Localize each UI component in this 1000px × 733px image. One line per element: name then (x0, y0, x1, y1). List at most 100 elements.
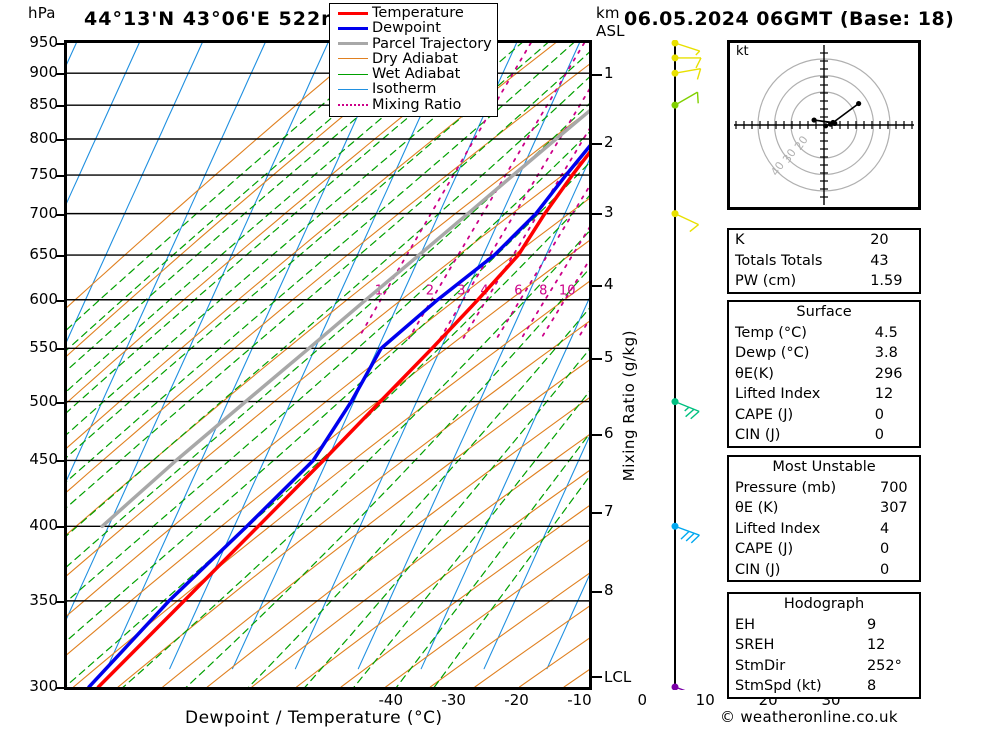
row-value: 9 (866, 616, 877, 633)
legend-swatch (334, 37, 368, 52)
svg-text:3: 3 (457, 284, 465, 299)
row-label: CAPE (J) (735, 541, 794, 557)
row-value: 0 (879, 541, 890, 557)
svg-text:20: 20 (792, 134, 811, 153)
pressure-tick-mark (56, 460, 64, 463)
height-tick-mark (592, 511, 602, 514)
wind-barb (671, 39, 701, 56)
wind-barb (671, 210, 699, 233)
legend-swatch (334, 52, 368, 67)
pressure-tick-mark (56, 175, 64, 178)
pressure-tick-mark (56, 213, 64, 216)
hodograph-unit-label: kt (736, 44, 749, 59)
legend-label: Isotherm (372, 81, 437, 98)
row-label: EH (735, 616, 756, 633)
legend-item: Mixing Ratio (334, 96, 492, 113)
table-row: θE(K) 296 (729, 364, 919, 385)
table-row: CIN (J) 0 (729, 425, 919, 446)
height-tick-mark (592, 73, 602, 76)
legend-label: Mixing Ratio (372, 96, 462, 113)
table-row: Temp (°C) 4.5 (729, 323, 919, 344)
skewt-plot[interactable]: 12346810152025 (64, 40, 592, 690)
pressure-tick-label: 900 (29, 63, 58, 82)
svg-text:6: 6 (514, 284, 522, 299)
pressure-tick-label: 550 (29, 338, 58, 357)
legend-swatch (334, 21, 368, 36)
temperature-tick-label: 0 (637, 691, 648, 709)
copyright-label: © weatheronline.co.uk (720, 708, 898, 726)
table-row: θE (K) 307 (729, 498, 919, 519)
row-label: θE(K) (735, 365, 774, 382)
pressure-tick-mark (56, 255, 64, 258)
table-row: StmSpd (kt) 8 (729, 676, 919, 697)
temperature-tick-label: -20 (504, 691, 529, 709)
height-tick-mark (592, 358, 602, 361)
row-value: 307 (879, 500, 908, 516)
legend-label: Temperature (372, 5, 464, 21)
pressure-tick-mark (56, 687, 64, 689)
pressure-tick-mark (56, 348, 64, 351)
height-tick-label: 3 (604, 202, 614, 221)
pressure-tick-mark (56, 299, 64, 302)
most-unstable-table: Most Unstable Pressure (mb) 700 θE (K) 307 L… (727, 455, 921, 582)
row-label: PW (cm) (735, 273, 797, 289)
legend-item: Wet Adiabat (334, 66, 492, 83)
wind-barb (671, 91, 699, 109)
svg-text:10: 10 (559, 284, 576, 299)
temperature-tick-label: -30 (441, 691, 466, 709)
mixing-ratio-axis-label: Mixing Ratio (g/kg) (620, 330, 638, 482)
height-tick-label: 5 (604, 348, 614, 367)
pressure-tick-mark (56, 526, 64, 529)
indices-table: K 20 Totals Totals 43 PW (cm) 1.59 (727, 228, 921, 294)
temperature-tick-label: -40 (378, 691, 404, 709)
pressure-tick-label: 950 (29, 33, 58, 51)
pressure-tick-mark (56, 401, 64, 404)
table-row: CAPE (J) 0 (729, 539, 919, 560)
height-tick-label: 1 (604, 63, 614, 82)
lcl-tick-mark (592, 676, 602, 678)
height-tick-mark (592, 142, 602, 145)
table-row: Dewp (°C) 3.8 (729, 343, 919, 364)
table-row: Lifted Index 4 (729, 519, 919, 540)
legend-label: Dewpoint (372, 20, 441, 37)
row-value: 43 (870, 252, 889, 269)
temperature-tick-label: -10 (567, 691, 592, 709)
temperature-tick-label: 10 (695, 691, 715, 709)
row-value: 0 (879, 561, 890, 578)
row-label: StmDir (735, 657, 786, 674)
wind-barb (671, 683, 700, 705)
row-label: Pressure (mb) (735, 479, 837, 496)
legend-swatch (334, 6, 368, 21)
row-label: θE (K) (735, 500, 779, 516)
legend: Temperature Dewpoint Parcel Trajectory Dry … (329, 3, 498, 118)
wind-barb (671, 398, 700, 420)
hodograph-panel[interactable]: 20 30 40 (727, 40, 921, 210)
row-value: 700 (879, 479, 908, 496)
pressure-tick-mark (56, 73, 64, 76)
legend-swatch (334, 67, 368, 82)
pressure-tick-mark (56, 600, 64, 603)
row-label: Totals Totals (735, 252, 823, 269)
legend-item: Isotherm (334, 82, 492, 97)
row-value: 296 (874, 365, 903, 382)
row-label: StmSpd (kt) (735, 678, 822, 694)
page-title: 44°13'N 43°06'E 522m ASL (84, 8, 394, 30)
legend-item: Temperature (334, 5, 492, 21)
height-tick-label: 8 (604, 581, 614, 600)
wind-barb-column (640, 39, 720, 705)
forecast-datetime: 06.05.2024 06GMT (Base: 18) (624, 8, 955, 30)
pressure-tick-label: 850 (29, 95, 58, 114)
wind-barb (671, 522, 700, 544)
row-value: 12 (874, 386, 894, 402)
table-row: PW (cm) 1.59 (729, 271, 919, 292)
svg-text:40: 40 (768, 159, 787, 178)
surface-heading: Surface (796, 304, 852, 320)
legend-label: Wet Adiabat (372, 66, 461, 83)
pressure-tick-mark (56, 139, 64, 141)
pressure-tick-label: 450 (29, 450, 58, 469)
height-unit-label-asl: ASL (596, 22, 625, 40)
svg-text:2: 2 (426, 284, 434, 299)
row-label: Temp (°C) (735, 324, 807, 341)
skewt-canvas: 12346810152025 (67, 43, 589, 687)
row-value: 12 (866, 637, 886, 653)
